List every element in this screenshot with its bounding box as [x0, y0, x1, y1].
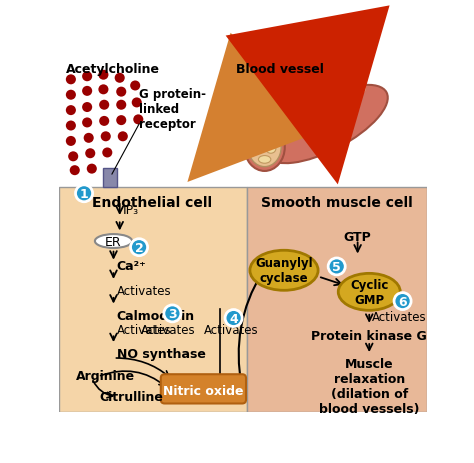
Text: Acetylcholine: Acetylcholine [65, 63, 159, 76]
Circle shape [99, 117, 109, 127]
Text: Activates: Activates [141, 323, 196, 336]
Ellipse shape [258, 156, 271, 164]
Ellipse shape [259, 127, 267, 133]
Circle shape [164, 305, 181, 322]
Circle shape [66, 137, 76, 147]
Circle shape [82, 72, 92, 82]
Text: Calmodulin: Calmodulin [117, 309, 195, 322]
Circle shape [66, 91, 76, 100]
Bar [247, 188, 427, 412]
Circle shape [100, 132, 111, 142]
Circle shape [85, 149, 95, 159]
Circle shape [66, 75, 76, 85]
Text: Ca²⁺: Ca²⁺ [117, 260, 146, 273]
Text: Protein kinase G: Protein kinase G [311, 329, 427, 342]
Ellipse shape [253, 134, 264, 143]
Circle shape [66, 106, 76, 116]
Circle shape [102, 148, 112, 158]
Circle shape [116, 100, 126, 111]
Text: Endothelial cell: Endothelial cell [92, 195, 212, 209]
Text: Citrulline: Citrulline [100, 391, 164, 404]
Text: 6: 6 [398, 295, 407, 308]
Text: Activates: Activates [117, 285, 171, 298]
Circle shape [82, 118, 92, 128]
Text: Activates: Activates [204, 323, 259, 336]
FancyBboxPatch shape [161, 375, 246, 404]
Circle shape [82, 103, 92, 113]
Text: 3: 3 [168, 307, 177, 320]
Circle shape [99, 70, 109, 81]
Ellipse shape [250, 251, 318, 291]
Bar [59, 56, 427, 188]
Ellipse shape [95, 235, 132, 249]
Circle shape [70, 166, 80, 176]
Circle shape [99, 100, 109, 111]
Text: ER: ER [105, 235, 122, 248]
Circle shape [130, 239, 147, 256]
Ellipse shape [264, 88, 366, 144]
Circle shape [75, 185, 92, 202]
Circle shape [328, 258, 345, 275]
Circle shape [394, 293, 411, 310]
Text: Nitric oxide: Nitric oxide [163, 384, 244, 397]
Circle shape [118, 132, 128, 142]
Circle shape [225, 310, 242, 327]
Text: 2: 2 [135, 241, 144, 254]
Circle shape [66, 121, 76, 131]
Ellipse shape [266, 144, 276, 154]
Text: Guanylyl
cyclase: Guanylyl cyclase [255, 257, 313, 285]
Text: Muscle
relaxation
(dilation of
blood vessels): Muscle relaxation (dilation of blood ves… [319, 357, 419, 415]
Ellipse shape [265, 86, 388, 164]
Circle shape [115, 74, 125, 84]
Circle shape [116, 88, 126, 97]
Text: IP₃: IP₃ [123, 204, 139, 217]
Circle shape [87, 164, 97, 174]
Ellipse shape [266, 134, 276, 143]
Text: Arginine: Arginine [76, 369, 136, 382]
Circle shape [68, 152, 78, 162]
Ellipse shape [248, 128, 281, 167]
Text: Activates: Activates [373, 311, 427, 324]
Ellipse shape [253, 144, 264, 154]
Ellipse shape [245, 124, 285, 172]
Circle shape [82, 87, 92, 97]
Circle shape [116, 116, 126, 126]
Text: NO synthase: NO synthase [117, 348, 205, 361]
Text: Blood vessel: Blood vessel [236, 63, 324, 76]
Circle shape [99, 85, 109, 95]
Text: 1: 1 [80, 188, 89, 200]
Text: 5: 5 [332, 260, 341, 273]
Ellipse shape [338, 274, 400, 311]
Circle shape [133, 115, 143, 125]
Text: Activates: Activates [117, 323, 171, 336]
Text: G protein-
linked
receptor: G protein- linked receptor [139, 88, 206, 131]
Text: GTP: GTP [344, 231, 372, 244]
Text: Cyclic
GMP: Cyclic GMP [350, 278, 388, 306]
Text: Smooth muscle cell: Smooth muscle cell [261, 195, 412, 209]
Bar [59, 188, 247, 412]
Circle shape [84, 133, 94, 144]
Text: 4: 4 [229, 312, 238, 325]
FancyBboxPatch shape [103, 169, 118, 188]
Circle shape [132, 98, 142, 108]
Circle shape [130, 81, 140, 91]
